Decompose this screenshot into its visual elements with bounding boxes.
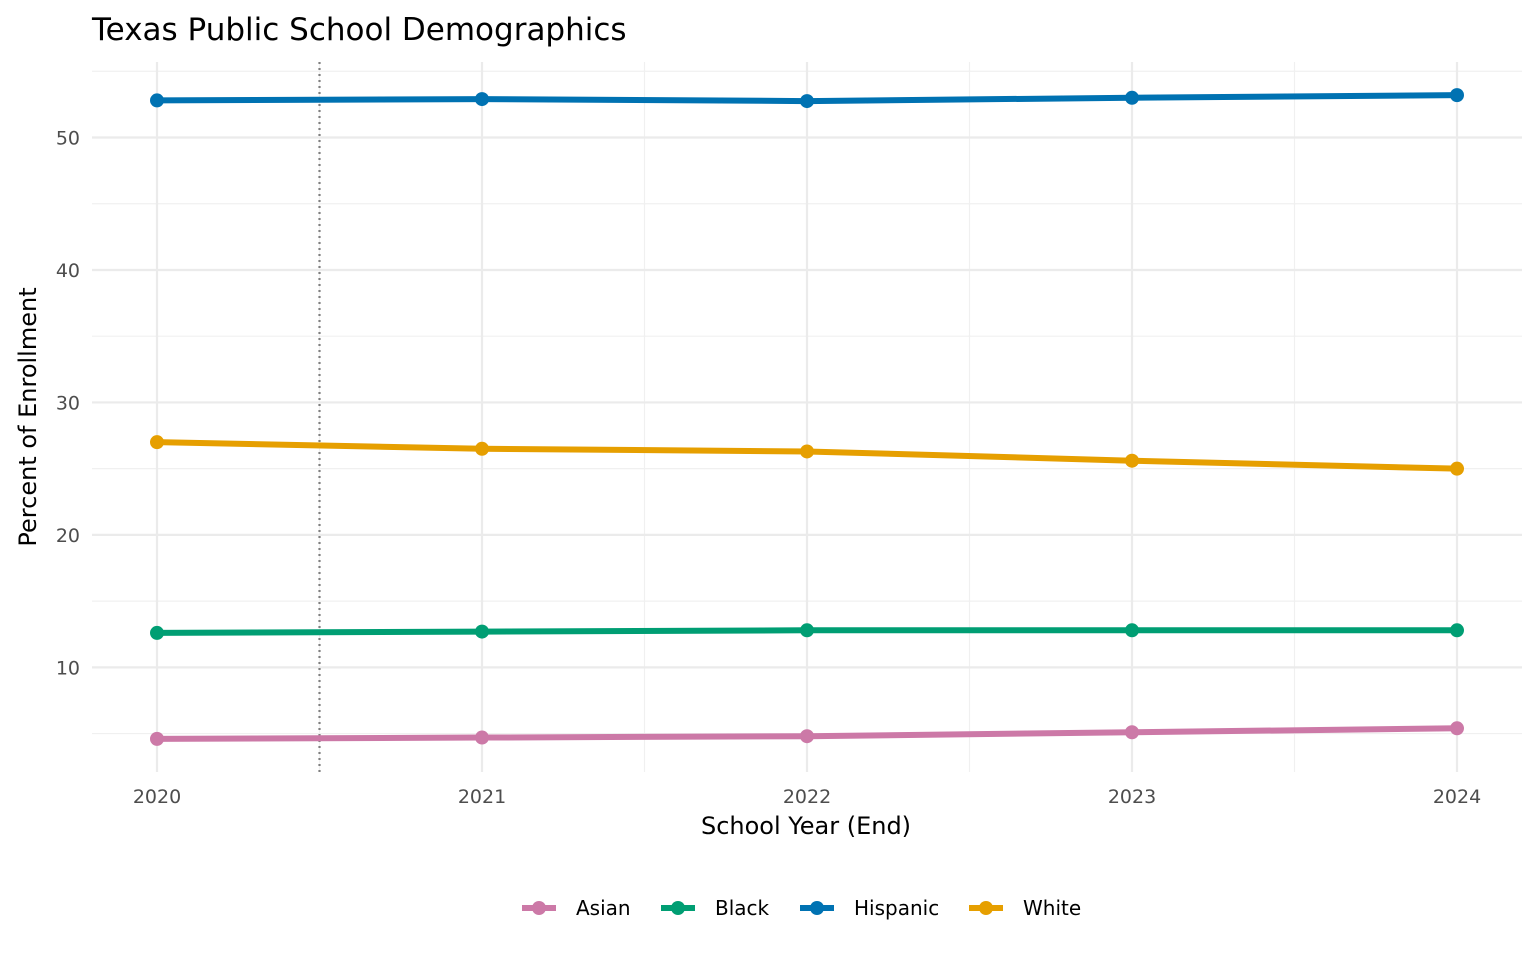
x-axis-label: School Year (End): [701, 812, 911, 840]
legend: Asian Black Hispanic White: [522, 896, 1081, 920]
x-tick-label: 2023: [1108, 786, 1156, 808]
x-tick-label: 2020: [133, 786, 181, 808]
legend-key-point: [810, 901, 824, 915]
data-point-asian: [475, 730, 489, 745]
data-point-black: [1125, 623, 1139, 638]
chart-title: Texas Public School Demographics: [91, 12, 627, 48]
y-tick-label: 50: [56, 128, 80, 150]
data-point-hispanic: [150, 93, 164, 108]
legend-label: Black: [715, 896, 770, 920]
x-axis-ticks: 2020 2021 2022 2023 2024: [133, 786, 1481, 808]
x-tick-label: 2021: [458, 786, 506, 808]
data-point-white: [475, 441, 489, 456]
grid: [92, 62, 1522, 772]
y-tick-label: 40: [56, 260, 80, 282]
legend-label: Asian: [576, 896, 631, 920]
data-point-white: [1125, 453, 1139, 468]
data-point-white: [800, 444, 814, 459]
legend-key-point: [979, 901, 993, 915]
data-point-black: [475, 624, 489, 639]
data-point-asian: [1450, 721, 1464, 736]
data-point-asian: [150, 731, 164, 746]
data-point-black: [150, 625, 164, 640]
x-tick-label: 2022: [783, 786, 831, 808]
y-tick-label: 10: [56, 657, 80, 679]
legend-label: White: [1023, 896, 1081, 920]
data-point-hispanic: [800, 94, 814, 109]
data-point-white: [1450, 461, 1464, 476]
y-axis-ticks: 10 20 30 40 50: [56, 128, 80, 680]
data-point-asian: [800, 729, 814, 744]
data-point-hispanic: [475, 92, 489, 107]
data-point-hispanic: [1125, 90, 1139, 105]
y-tick-label: 30: [56, 392, 80, 414]
legend-key-point: [532, 901, 546, 915]
x-tick-label: 2024: [1433, 786, 1481, 808]
data-point-hispanic: [1450, 88, 1464, 103]
data-point-black: [800, 623, 814, 638]
legend-label: Hispanic: [854, 896, 939, 920]
y-axis-label: Percent of Enrollment: [14, 287, 42, 546]
data-point-asian: [1125, 725, 1139, 740]
legend-key-point: [671, 901, 685, 915]
y-tick-label: 20: [56, 525, 80, 547]
data-point-black: [1450, 623, 1464, 638]
series-group: [150, 88, 1464, 746]
data-point-white: [150, 435, 164, 450]
